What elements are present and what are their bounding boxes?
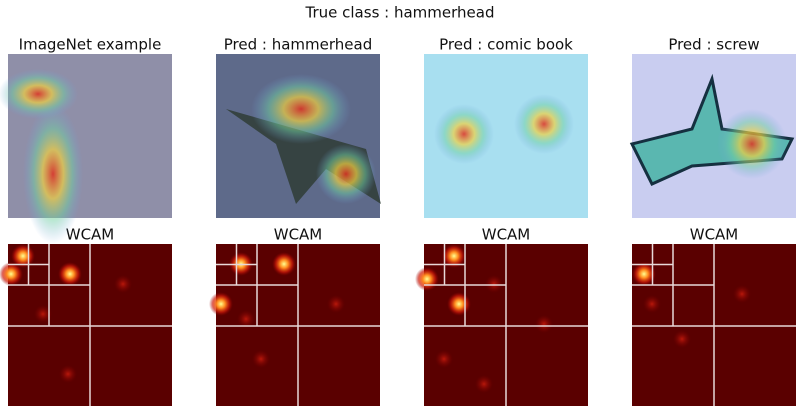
wcam-title: WCAM xyxy=(482,226,531,244)
wcam-spot xyxy=(435,350,453,368)
wcam-image xyxy=(209,244,380,406)
saliency-blob xyxy=(251,74,351,144)
saliency-blob xyxy=(23,104,83,244)
wcam-spot xyxy=(643,295,661,313)
saliency-blob xyxy=(514,94,574,154)
wcam-spot xyxy=(209,292,233,316)
panel-title: ImageNet example xyxy=(19,36,162,54)
wcam-spot xyxy=(237,310,255,328)
panel-title: Pred : hammerhead xyxy=(224,36,372,54)
wcam-image xyxy=(0,244,172,406)
wcam-spot xyxy=(327,295,345,313)
input-image xyxy=(629,54,796,218)
wcam-spot xyxy=(442,244,466,268)
wcam-image xyxy=(632,244,796,406)
wcam-spot xyxy=(535,315,553,333)
wcam-title: WCAM xyxy=(690,226,739,244)
wcam-spot xyxy=(59,365,77,383)
wcam-spot xyxy=(0,262,23,286)
wcam-title: WCAM xyxy=(274,226,323,244)
wcam-spot xyxy=(733,285,751,303)
wcam-spot xyxy=(447,292,471,316)
wcam-spot xyxy=(114,275,132,293)
input-image xyxy=(0,54,172,244)
wcam-spot xyxy=(272,252,296,276)
saliency-blob xyxy=(717,109,787,179)
saliency-blob xyxy=(316,144,376,204)
wcam-image xyxy=(415,244,588,406)
figure-title: True class : hammerhead xyxy=(305,4,495,22)
wcam-spot xyxy=(485,275,503,293)
wcam-spot xyxy=(475,375,493,393)
wcam-spot xyxy=(673,330,691,348)
wcam-title: WCAM xyxy=(66,226,115,244)
panel-title: Pred : comic book xyxy=(439,36,573,54)
wcam-spot xyxy=(252,350,270,368)
wcam-spot xyxy=(415,267,439,291)
saliency-blob xyxy=(434,104,494,164)
saliency-blob xyxy=(0,69,78,119)
input-image xyxy=(216,54,381,218)
wcam-spot xyxy=(58,262,82,286)
wcam-spot xyxy=(34,305,52,323)
wcam-spot xyxy=(632,262,656,286)
panel-title: Pred : screw xyxy=(668,36,759,54)
input-image xyxy=(424,54,588,218)
